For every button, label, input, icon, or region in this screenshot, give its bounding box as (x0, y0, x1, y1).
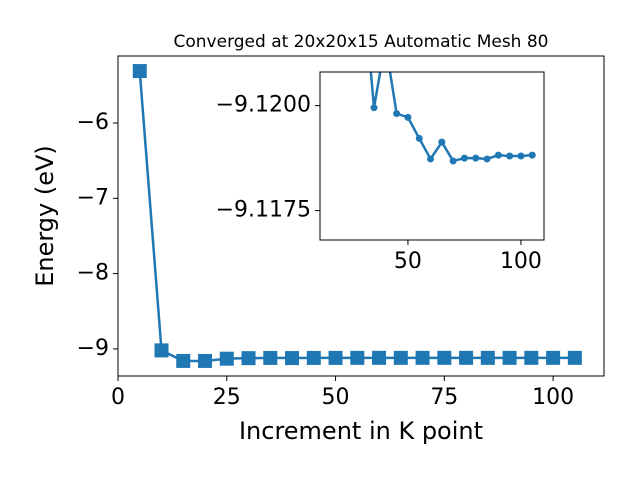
x-tick-label: 0 (111, 385, 125, 410)
y-tick-label: −8 (77, 261, 109, 286)
marker (502, 350, 517, 365)
marker (393, 110, 401, 118)
marker (154, 343, 169, 358)
marker (198, 353, 213, 368)
plot-area (369, 72, 536, 165)
marker (449, 157, 457, 165)
marker (506, 152, 514, 160)
marker (132, 64, 147, 79)
marker (528, 151, 536, 159)
y-tick-label: −9 (77, 336, 109, 361)
marker (350, 350, 365, 365)
x-tick-label: 100 (500, 249, 542, 274)
marker (494, 151, 502, 159)
x-tick-label: 50 (322, 385, 350, 410)
marker (427, 155, 435, 163)
y-axis-label: Energy (eV) (31, 145, 59, 287)
x-tick-label: 100 (532, 385, 574, 410)
marker (472, 154, 480, 162)
marker (285, 351, 300, 366)
marker (483, 155, 491, 163)
marker (372, 350, 387, 365)
chart-title: Converged at 20x20x15 Automatic Mesh 80 (174, 32, 549, 52)
x-axis-label: Increment in K point (239, 417, 483, 445)
marker (460, 154, 468, 162)
marker (263, 350, 278, 365)
marker (404, 113, 412, 121)
marker (415, 134, 423, 142)
axes-frame (319, 71, 545, 241)
marker (370, 104, 378, 112)
marker (306, 350, 321, 365)
marker (393, 350, 408, 365)
marker (517, 152, 525, 160)
series-line (369, 72, 533, 163)
marker (415, 350, 430, 365)
y-tick-label: −9.1175 (216, 198, 311, 223)
marker (241, 351, 256, 366)
axes-frame (117, 55, 605, 377)
marker (438, 138, 446, 146)
y-tick-label: −7 (77, 185, 109, 210)
marker (524, 350, 539, 365)
x-tick-label: 25 (213, 385, 241, 410)
x-tick-label: 75 (430, 385, 458, 410)
marker (437, 350, 452, 365)
marker (546, 350, 561, 365)
marker (480, 350, 495, 365)
marker (176, 353, 191, 368)
y-tick-label: −9.1200 (216, 93, 311, 118)
plot-area (132, 64, 582, 368)
marker (567, 350, 582, 365)
marker (328, 350, 343, 365)
x-tick-label: 50 (394, 249, 422, 274)
marker (219, 351, 234, 366)
marker (459, 350, 474, 365)
y-tick-label: −6 (77, 110, 109, 135)
